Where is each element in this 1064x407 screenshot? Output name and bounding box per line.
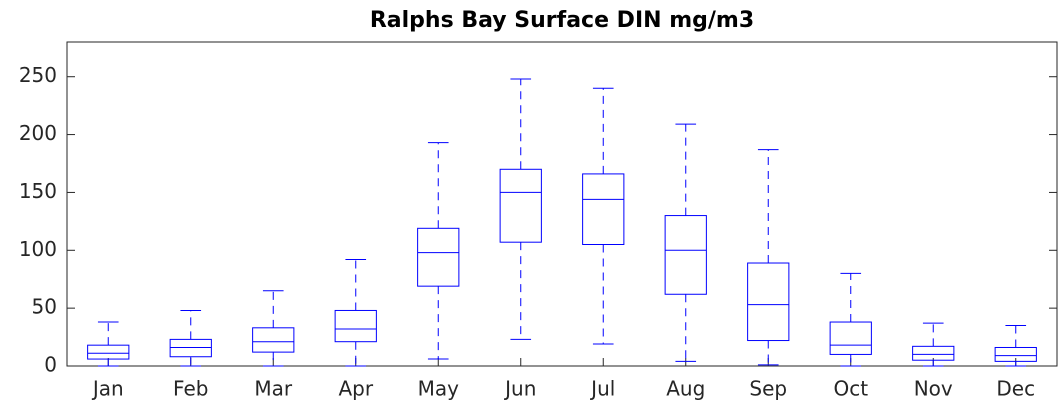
x-tick-label: Dec	[996, 377, 1035, 401]
x-tick-label: May	[418, 377, 460, 401]
y-tick-label: 50	[32, 295, 57, 319]
box	[252, 327, 295, 353]
box	[912, 345, 955, 361]
box	[169, 338, 212, 358]
y-tick-label: 200	[19, 121, 57, 145]
x-tick-label: Jan	[91, 377, 124, 401]
x-tick-label: Nov	[914, 377, 953, 401]
box	[334, 309, 377, 343]
x-tick-label: Aug	[666, 377, 705, 401]
x-tick-label: Sep	[749, 377, 787, 401]
y-tick-label: 250	[19, 63, 57, 87]
box	[994, 346, 1037, 362]
box	[829, 321, 872, 355]
y-tick-label: 150	[19, 179, 57, 203]
box	[747, 262, 790, 342]
x-tick-label: Jul	[589, 377, 615, 401]
chart-title: Ralphs Bay Surface DIN mg/m3	[370, 8, 754, 33]
box	[417, 227, 460, 287]
x-tick-label: Oct	[833, 377, 868, 401]
box	[664, 215, 707, 295]
x-tick-label: Mar	[254, 377, 293, 401]
y-tick-label: 0	[44, 353, 57, 377]
plot-frame	[66, 41, 1058, 367]
box	[87, 344, 130, 360]
box	[582, 173, 625, 246]
x-tick-label: Feb	[173, 377, 208, 401]
x-tick-label: Apr	[338, 377, 373, 401]
box	[499, 168, 542, 243]
x-tick-label: Jun	[503, 377, 536, 401]
y-tick-label: 100	[19, 237, 57, 261]
